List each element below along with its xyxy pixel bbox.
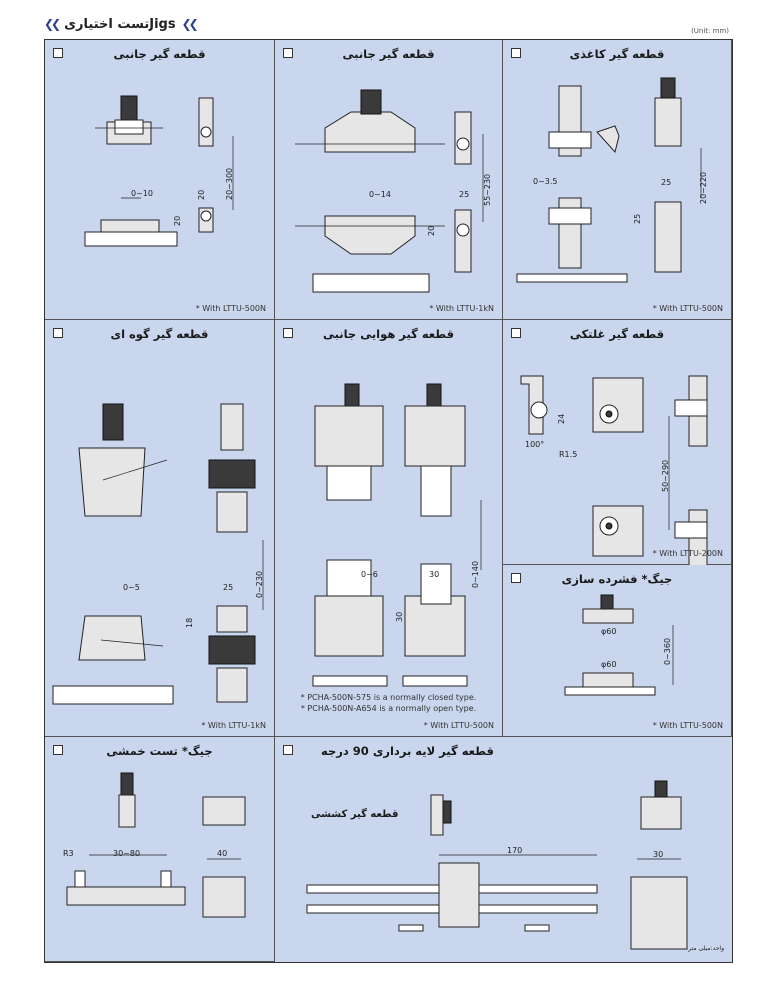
jig-cell-side-grip-2: قطعه گیر جانبی 0~14 55~230 25 20 * With …	[275, 40, 503, 320]
pneumatic-grip-drawing	[312, 383, 482, 687]
dim-label: R1.5	[559, 450, 578, 459]
dim-label: 0~10	[131, 189, 153, 198]
cell-note: * With LTTU-500N	[195, 304, 266, 313]
jig-cell-side-grip-1: قطعه گیر جانبی 0~10 20~300 20 20 * With …	[45, 40, 275, 320]
cell-title: قطعه گیر لایه برداری 90 درجه	[321, 744, 494, 758]
select-checkbox[interactable]	[53, 48, 63, 58]
bending-jig-drawing	[66, 772, 246, 918]
jig-cell-paper-grip: قطعه گیر کاغذی 0~3.5 20~220 25 25 * With…	[503, 40, 732, 320]
dim-label: 30	[653, 850, 664, 859]
chevron-icon: ❮❮	[44, 17, 61, 31]
dim-label: 0~140	[471, 560, 480, 588]
wedge-grip-drawing	[52, 403, 264, 705]
header: ❮❮ تست اختیاریJigs ❮❮	[44, 14, 199, 34]
dim-label: R3	[63, 849, 74, 858]
dim-label: 0~360	[663, 637, 672, 665]
cell-note: * With LTTU-500N	[652, 721, 723, 730]
peel-jig-drawing	[306, 780, 688, 950]
dim-label: 0~3.5	[533, 177, 558, 186]
dim-label: 25	[633, 213, 642, 224]
dim-label: 40	[217, 849, 228, 858]
cell-title: جیگ* تست خمشی	[106, 744, 213, 758]
dim-label: 50~290	[661, 459, 670, 492]
chevron-icon: ❮❮	[181, 17, 199, 31]
dim-label: 55~230	[483, 173, 492, 206]
cell-note: * With LTTU-1kN	[429, 304, 494, 313]
cell-title: قطعه گیر غلتکی	[569, 327, 665, 341]
cell-title: قطعه گیر جانبی	[342, 47, 435, 61]
compression-jig-drawing	[564, 594, 674, 696]
side-grip-drawing	[295, 89, 484, 293]
roller-grip-drawing	[520, 375, 708, 565]
dim-label: 30~80	[113, 849, 141, 858]
cell-note: * With LTTU-500N	[652, 304, 723, 313]
cell-title: قطعه گیر هوایی جانبی	[322, 327, 455, 341]
dim-label: 25	[459, 190, 470, 199]
dim-label: 20	[173, 215, 182, 226]
cell-footnote: واحد:میلی متر	[688, 945, 724, 952]
side-grip-drawing	[84, 95, 234, 247]
cell-title: قطعه گیر کاغذی	[569, 47, 665, 61]
cell-remark: * PCHA-500N-575 is a normally closed typ…	[300, 693, 477, 702]
select-checkbox[interactable]	[283, 48, 293, 58]
dim-label: φ60	[601, 627, 617, 636]
jig-grid: قطعه گیر جانبی 0~10 20~300 20 20 * With …	[44, 39, 733, 963]
cell-note: * With LTTU-500N	[423, 721, 494, 730]
dim-label: 0~5	[123, 583, 140, 592]
cell-remark: * PCHA-500N-A654 is a normally open type…	[300, 704, 477, 713]
jig-cell-pneumatic-grip: قطعه گیر هوایی جانبی 0~6 0~140 30 30 * P…	[275, 320, 503, 737]
dim-label: 0~14	[369, 190, 391, 199]
dim-label: 18	[185, 617, 194, 628]
select-checkbox[interactable]	[283, 328, 293, 338]
dim-label: 25	[223, 583, 234, 592]
dim-label: φ60	[601, 660, 617, 669]
jig-cell-compression: جیگ* فشرده سازی φ60 φ60 0~360 * With LTT…	[503, 565, 732, 737]
cell-title: جیگ* فشرده سازی	[561, 572, 673, 586]
dim-label: 20	[427, 225, 436, 236]
select-checkbox[interactable]	[511, 573, 521, 583]
dim-label: 20~220	[699, 171, 708, 204]
jig-cell-wedge-grip: قطعه گیر گوه ای 0~5 0~230 25 18 * With L…	[45, 320, 275, 737]
jig-cell-roller-grip: قطعه گیر غلتکی 24 100° R1.5 50~290 * Wit…	[503, 320, 732, 565]
jig-cell-bending: جیگ* تست خمشی R3 30~80 40	[45, 737, 275, 962]
paper-grip-drawing	[516, 77, 702, 283]
jig-cell-peel: قطعه گیر لایه برداری 90 درجه قطعه گیر کش…	[275, 737, 732, 962]
dim-label: 30	[429, 570, 440, 579]
dim-label: 24	[557, 413, 566, 424]
dim-label: 100°	[525, 440, 545, 449]
dim-label: 30	[395, 611, 404, 622]
select-checkbox[interactable]	[511, 328, 521, 338]
select-checkbox[interactable]	[53, 328, 63, 338]
dim-label: 0~230	[255, 570, 264, 598]
dim-label: 20~300	[225, 167, 234, 200]
cell-title: قطعه گیر جانبی	[113, 47, 206, 61]
cell-subtitle: قطعه گیر کششی	[311, 809, 399, 820]
cell-note: * With LTTU-1kN	[201, 721, 266, 730]
unit-label: (Unit: mm)	[691, 27, 729, 35]
select-checkbox[interactable]	[283, 745, 293, 755]
dim-label: 25	[661, 178, 672, 187]
dim-label: 0~6	[361, 570, 378, 579]
page-title: تست اختیاریJigs	[64, 16, 176, 32]
select-checkbox[interactable]	[511, 48, 521, 58]
cell-note: * With LTTU-200N	[652, 549, 723, 558]
dim-label: 170	[507, 846, 523, 855]
dim-label: 20	[197, 189, 206, 200]
cell-title: قطعه گیر گوه ای	[110, 327, 209, 341]
select-checkbox[interactable]	[53, 745, 63, 755]
